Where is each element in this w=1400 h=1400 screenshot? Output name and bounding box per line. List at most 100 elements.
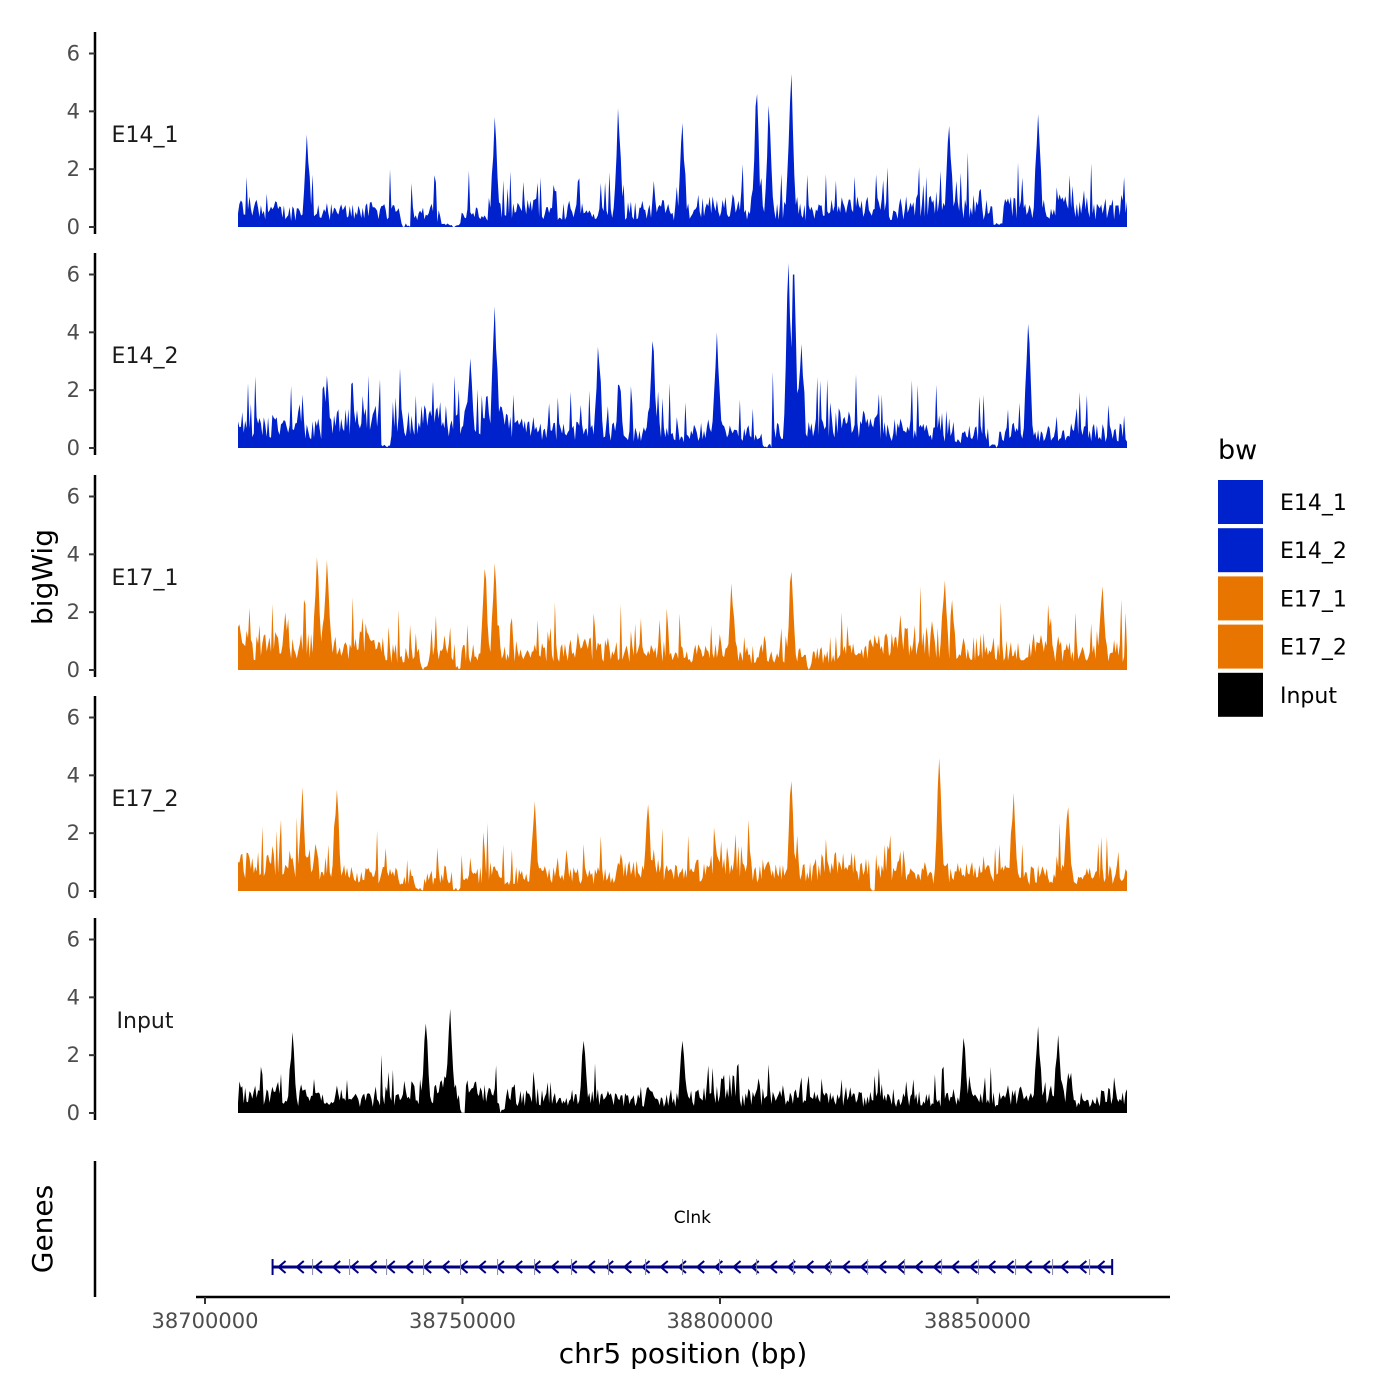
y-tick-label: 4 <box>67 542 80 566</box>
y-tick-label: 6 <box>67 485 80 509</box>
strand-arrow <box>877 1260 887 1274</box>
x-tick-label: 38800000 <box>667 1309 774 1333</box>
strand-arrow <box>1005 1260 1015 1274</box>
y-tick-label: 2 <box>67 157 80 181</box>
strand-arrow <box>422 1260 432 1274</box>
strand-arrow <box>368 1260 378 1274</box>
y-tick-label: 4 <box>67 985 80 1009</box>
track-label: E14_2 <box>112 344 179 369</box>
strand-arrow <box>659 1260 669 1274</box>
strand-arrow <box>950 1260 960 1274</box>
strand-arrow <box>313 1260 323 1274</box>
strand-arrow <box>477 1260 487 1274</box>
legend-title: bw <box>1218 435 1257 466</box>
track-e17-2: 0 2 4 6 E17_2 <box>67 696 1127 903</box>
legend-item: E17_2 <box>1218 624 1347 669</box>
strand-arrow <box>641 1260 651 1274</box>
legend-item: E17_1 <box>1218 576 1347 621</box>
strand-arrow <box>1059 1260 1069 1274</box>
genes-axis-title: Genes <box>26 1185 59 1273</box>
strand-arrow <box>295 1260 305 1274</box>
strand-arrow <box>550 1260 560 1274</box>
y-tick-label: 2 <box>67 600 80 624</box>
legend-swatch <box>1218 672 1263 717</box>
y-tick-label: 0 <box>67 215 80 239</box>
strand-arrow <box>1023 1260 1033 1274</box>
genes-track: Genes Clnk <box>26 1161 1114 1297</box>
legend-label: E14_1 <box>1280 491 1347 516</box>
strand-arrow <box>895 1260 906 1274</box>
legend-label: E17_1 <box>1280 587 1347 612</box>
y-tick-label: 2 <box>67 378 80 402</box>
strand-arrow <box>622 1260 633 1274</box>
strand-arrow <box>604 1260 614 1274</box>
y-tick-label: 6 <box>67 42 80 66</box>
strand-arrow <box>495 1260 505 1274</box>
gene-label: Clnk <box>674 1208 711 1228</box>
strand-arrow <box>277 1260 287 1274</box>
strand-arrow <box>1041 1260 1051 1274</box>
legend-label: Input <box>1280 684 1337 709</box>
legend-item: Input <box>1218 672 1337 717</box>
signal-area <box>238 73 1127 227</box>
strand-arrow <box>586 1260 596 1274</box>
y-tick-label: 6 <box>67 263 80 287</box>
signal-area <box>238 758 1127 891</box>
track-e14-2: 0 2 4 6 E14_2 <box>67 253 1127 460</box>
x-tick-label: 38750000 <box>409 1309 516 1333</box>
y-tick-label: 0 <box>67 436 80 460</box>
strand-arrow <box>986 1260 997 1274</box>
y-tick-label: 4 <box>67 763 80 787</box>
strand-arrow <box>568 1260 578 1274</box>
strand-arrow <box>932 1260 942 1274</box>
track-label: E17_1 <box>112 566 179 591</box>
strand-arrow <box>440 1260 451 1274</box>
x-axis: 38700000 38750000 38800000 38850000 chr5 pos… <box>152 1295 1170 1370</box>
legend-item: E14_1 <box>1218 480 1347 524</box>
y-tick-label: 6 <box>67 928 80 952</box>
strand-arrow <box>968 1260 978 1274</box>
strand-arrow <box>1077 1260 1088 1274</box>
strand-arrow <box>804 1260 815 1274</box>
signal-area <box>238 1008 1127 1113</box>
strand-arrow <box>1096 1260 1106 1274</box>
strand-arrow <box>513 1260 523 1274</box>
y-tick-label: 0 <box>67 879 80 903</box>
strand-arrow <box>823 1260 833 1274</box>
track-input: 0 2 4 6 Input <box>67 918 1127 1125</box>
track-e14-1: 0 2 4 6 E14_1 <box>67 32 1127 239</box>
legend-swatch <box>1218 528 1263 573</box>
strand-arrow <box>331 1260 341 1274</box>
gene-clnk: Clnk <box>271 1208 1114 1275</box>
y-tick-label: 0 <box>67 658 80 682</box>
strand-arrow <box>677 1260 687 1274</box>
y-tick-label: 2 <box>67 1043 80 1067</box>
y-tick-label: 0 <box>67 1101 80 1125</box>
strand-arrow <box>786 1260 796 1274</box>
legend-label: E17_2 <box>1280 636 1347 661</box>
strand-arrow <box>859 1260 869 1274</box>
legend-swatch <box>1218 480 1263 524</box>
legend: bw E14_1 E14_2 E17_1 E17_2 Input <box>1218 435 1347 717</box>
signal-area <box>238 262 1127 448</box>
legend-label: E14_2 <box>1280 539 1347 564</box>
track-label: E14_1 <box>112 123 179 148</box>
legend-swatch <box>1218 624 1263 669</box>
y-tick-label: 2 <box>67 821 80 845</box>
strand-arrow <box>531 1260 542 1274</box>
y-tick-label: 4 <box>67 320 80 344</box>
x-tick-label: 38850000 <box>924 1309 1031 1333</box>
y-tick-label: 6 <box>67 706 80 730</box>
strand-arrow <box>404 1260 414 1274</box>
y-axis-title: bigWig <box>26 529 59 625</box>
strand-arrow <box>695 1260 705 1274</box>
signal-area <box>238 557 1127 670</box>
legend-item: E14_2 <box>1218 528 1347 573</box>
track-e17-1: 0 2 4 6 E17_1 <box>67 475 1127 682</box>
strand-arrow <box>841 1260 851 1274</box>
strand-arrow <box>732 1260 742 1274</box>
strand-arrow <box>386 1260 396 1274</box>
strand-arrow <box>768 1260 778 1274</box>
track-label: Input <box>117 1009 174 1034</box>
